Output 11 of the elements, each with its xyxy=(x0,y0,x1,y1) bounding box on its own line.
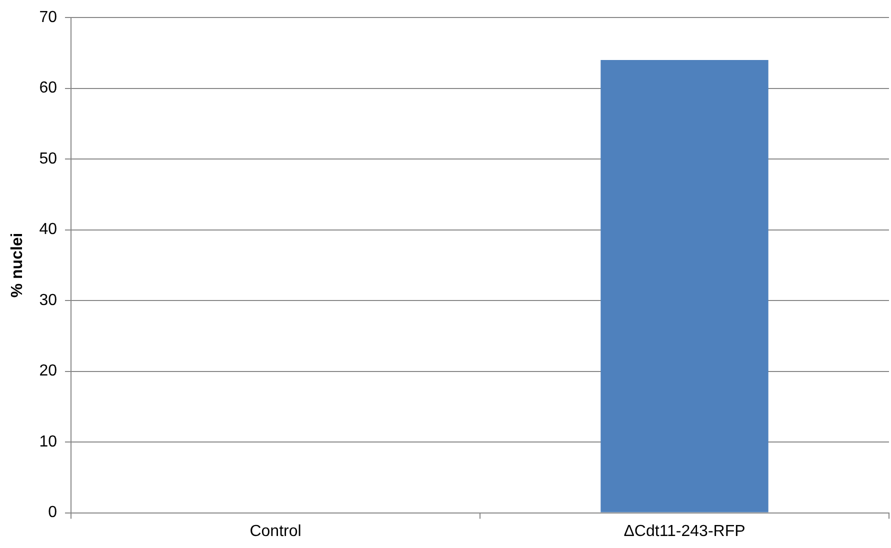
y-tick-label: 50 xyxy=(39,150,58,168)
y-tick-label: 40 xyxy=(39,221,58,238)
x-tick-label: Control xyxy=(250,522,302,540)
y-tick-label: 70 xyxy=(39,9,58,26)
y-tick-label: 30 xyxy=(39,292,58,309)
x-tick-label: ΔCdt11-243-RFP xyxy=(624,522,746,540)
y-tick-label: 0 xyxy=(48,504,58,522)
y-tick-label: 20 xyxy=(39,362,58,380)
y-axis-title: % nuclei xyxy=(9,232,26,298)
y-tick-label: 60 xyxy=(39,80,58,97)
y-tick-label: 10 xyxy=(39,433,58,450)
